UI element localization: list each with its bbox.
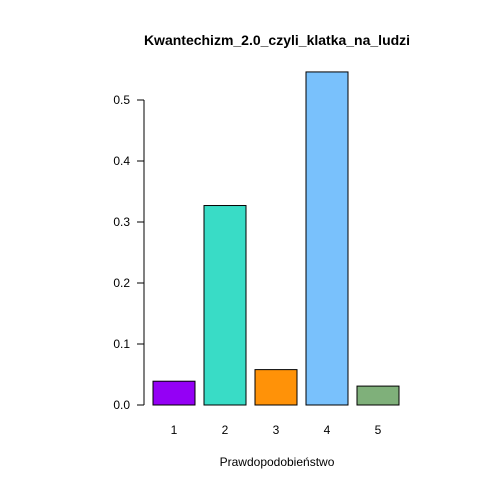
y-tick-label: 0.3 bbox=[113, 215, 130, 229]
y-tick-label: 0.1 bbox=[113, 337, 130, 351]
bar-2 bbox=[203, 205, 247, 406]
y-tick-label: 0.5 bbox=[113, 93, 130, 107]
x-tick-label: 5 bbox=[375, 423, 382, 437]
bar-4 bbox=[305, 71, 349, 406]
y-axis: 0.0 0.1 0.2 0.3 0.4 0.5 bbox=[113, 93, 145, 412]
x-tick-labels: 1 2 3 4 5 bbox=[171, 423, 382, 437]
chart-title: Kwantechizm_2.0_czyli_klatka_na_ludzi bbox=[144, 32, 410, 48]
y-tick-label: 0.4 bbox=[113, 154, 130, 168]
y-tick-label: 0.0 bbox=[113, 398, 130, 412]
bars bbox=[152, 71, 400, 406]
x-tick-label: 1 bbox=[171, 423, 178, 437]
bar-3 bbox=[254, 369, 298, 406]
x-tick-label: 4 bbox=[324, 423, 331, 437]
x-axis-label: Prawdopodobieństwo bbox=[220, 455, 335, 469]
x-tick-label: 2 bbox=[222, 423, 229, 437]
bar-5 bbox=[356, 385, 400, 406]
y-tick-label: 0.2 bbox=[113, 276, 130, 290]
x-tick-label: 3 bbox=[273, 423, 280, 437]
bar-1 bbox=[152, 380, 196, 406]
